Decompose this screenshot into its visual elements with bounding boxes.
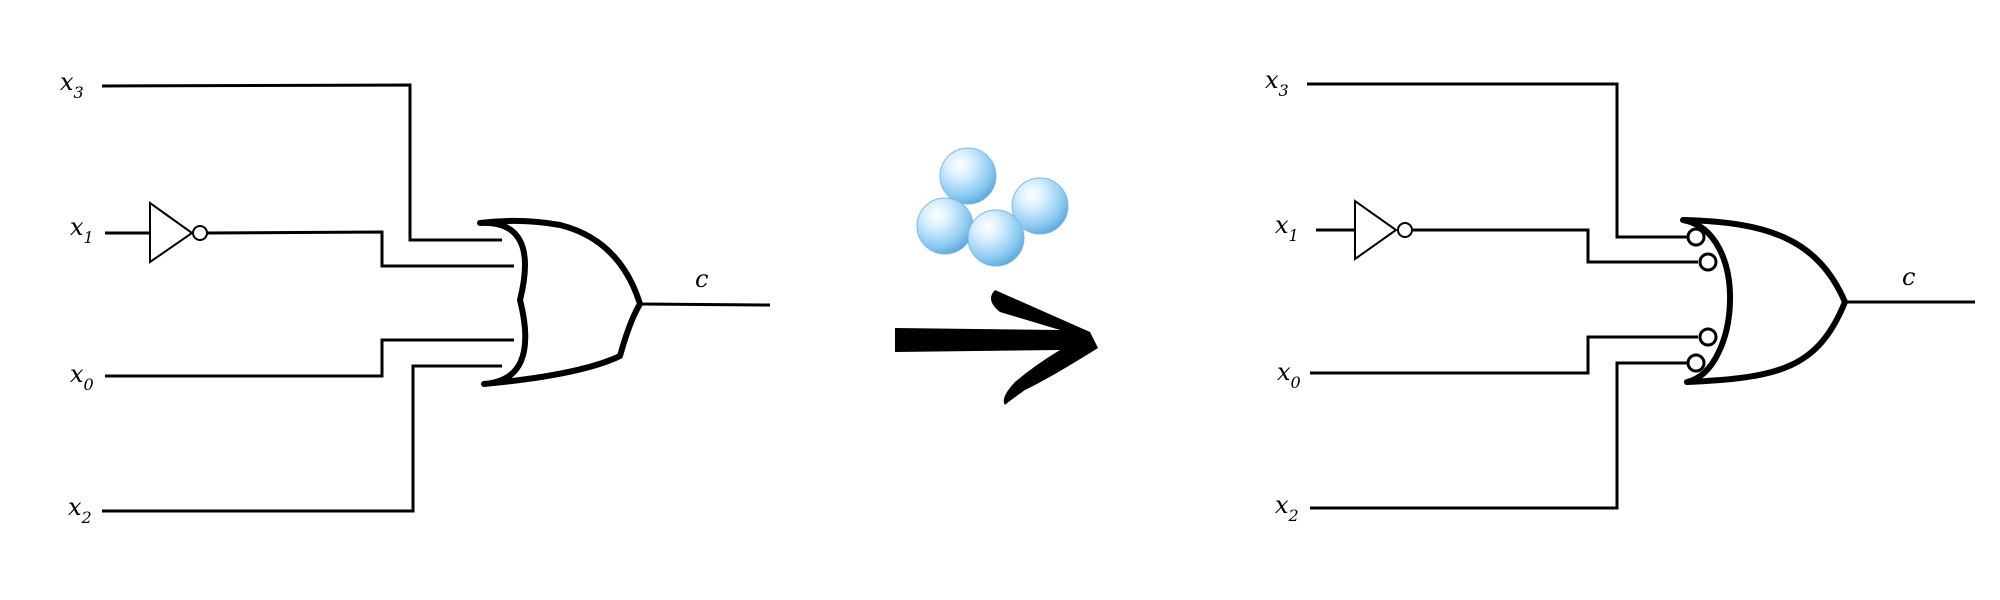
right-input-x2-label: x2 xyxy=(1275,491,1299,525)
right-not-bubble xyxy=(1397,222,1413,238)
transform-arrow xyxy=(895,147,1098,405)
bubble-2 xyxy=(1011,177,1069,235)
left-input-x1-label: x1 xyxy=(70,213,94,247)
left-input-x0-label: x0 xyxy=(70,360,94,394)
arrow-icon xyxy=(895,290,1098,405)
left-not-gate xyxy=(149,201,194,264)
right-wire-x0 xyxy=(1310,335,1698,375)
left-wire-x2 xyxy=(102,364,502,513)
right-wire-x2 xyxy=(1310,361,1688,510)
bubble-4 xyxy=(967,209,1025,267)
right-gate-bubble-x1 xyxy=(1698,252,1718,272)
right-gate-bubble-x0 xyxy=(1698,327,1718,347)
left-or-gate xyxy=(477,217,643,387)
left-output-wire xyxy=(639,302,771,307)
right-input-x3-label: x3 xyxy=(1265,66,1289,100)
right-not-gate xyxy=(1354,199,1398,261)
left-wire-x1 xyxy=(206,230,514,268)
right-input-x1-label: x1 xyxy=(1275,211,1299,245)
bubble-3 xyxy=(916,197,974,255)
left-output-label: c xyxy=(695,265,708,293)
right-or-gate xyxy=(1680,217,1848,385)
left-wire-x3 xyxy=(101,83,502,242)
right-output-label: c xyxy=(1902,263,1915,291)
left-input-x3-label: x3 xyxy=(60,68,84,102)
left-input-x2-label: x2 xyxy=(68,493,92,527)
right-input-x0-label: x0 xyxy=(1277,358,1301,392)
left-wire-x0 xyxy=(105,338,514,378)
right-circuit: x3 x1 x0 x2 c xyxy=(1265,66,1975,525)
left-circuit: x3 x1 x0 x2 c xyxy=(60,68,771,527)
right-wire-x3 xyxy=(1307,82,1688,239)
bubbles-icon xyxy=(916,147,1069,267)
right-gate-bubble-x2 xyxy=(1686,353,1706,373)
right-wire-x1 xyxy=(1413,228,1698,264)
bubble-1 xyxy=(939,147,997,205)
left-not-bubble xyxy=(192,225,208,241)
right-gate-bubble-x3 xyxy=(1686,227,1706,247)
